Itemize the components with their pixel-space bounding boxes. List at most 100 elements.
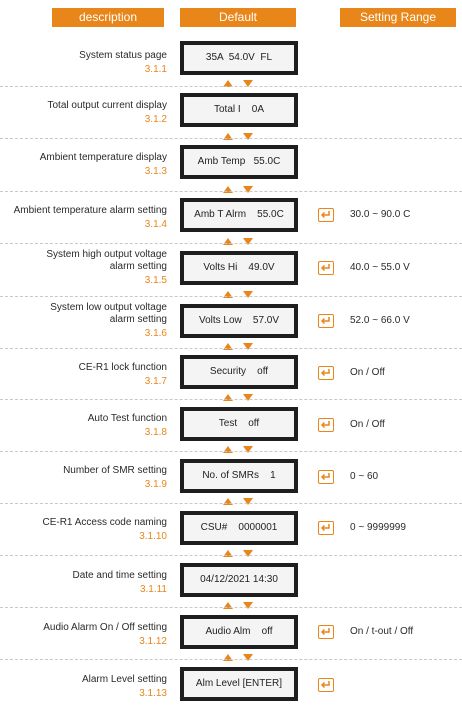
setting-range: 0 ~ 9999999 [350,522,406,533]
row-description: Ambient temperature alarm setting 3.1.4 [0,205,167,231]
row-description: CE-R1 Access code naming 3.1.10 [0,517,167,543]
row-divider [0,86,462,87]
arrow-up-icon[interactable] [223,133,233,140]
description-text: CE-R1 Access code naming [42,517,167,528]
header-setting-range: Setting Range [340,8,456,27]
arrow-up-icon[interactable] [223,550,233,557]
lcd-display: Amb Temp 55.0C [180,145,298,179]
nav-arrows [223,291,255,299]
nav-arrows [223,133,255,141]
arrow-down-icon[interactable] [243,550,253,557]
menu-code: 3.1.13 [139,688,167,699]
lcd-display: Security off [180,355,298,389]
arrow-up-icon[interactable] [223,446,233,453]
menu-code: 3.1.8 [144,427,167,438]
arrow-up-icon[interactable] [223,394,233,401]
menu-code: 3.1.12 [139,636,167,647]
arrow-up-icon[interactable] [223,343,233,350]
lcd-display: No. of SMRs 1 [180,459,298,493]
row-divider [0,503,462,504]
description-text: Number of SMR setting [63,465,167,476]
enter-key-icon[interactable] [318,366,334,380]
lcd-display: Alm Level [ENTER] [180,667,298,701]
arrow-down-icon[interactable] [243,446,253,453]
row-divider [0,659,462,660]
setting-range: 40.0 ~ 55.0 V [350,262,410,273]
nav-arrows [223,498,255,506]
arrow-up-icon[interactable] [223,654,233,661]
enter-key-icon[interactable] [318,418,334,432]
row-divider [0,191,462,192]
row-description: Total output current display 3.1.2 [0,100,167,126]
arrow-down-icon[interactable] [243,186,253,193]
lcd-display: 35A 54.0V FL [180,41,298,75]
description-text: System status page [79,50,167,61]
description-text: System high output voltage [46,249,167,260]
description-text: Alarm Level setting [81,674,167,685]
enter-key-icon[interactable] [318,208,334,222]
description-text: Ambient temperature alarm setting [13,205,167,216]
menu-code: 3.1.6 [144,328,167,339]
row-description: System high output voltage alarm setting… [0,249,167,287]
lcd-display: Volts Hi 49.0V [180,251,298,285]
setting-range: On / t-out / Off [350,626,414,637]
menu-code: 3.1.11 [139,584,167,595]
setting-range: On / Off [350,419,385,430]
arrow-down-icon[interactable] [243,602,253,609]
row-description: Auto Test function 3.1.8 [0,413,167,439]
arrow-down-icon[interactable] [243,343,253,350]
lcd-display: Amb T Alrm 55.0C [180,198,298,232]
row-divider [0,451,462,452]
arrow-down-icon[interactable] [243,394,253,401]
nav-arrows [223,394,255,402]
row-description: Alarm Level setting 3.1.13 [0,674,167,700]
arrow-up-icon[interactable] [223,238,233,245]
row-description: System low output voltage alarm setting … [0,302,167,340]
nav-arrows [223,80,255,88]
menu-code: 3.1.7 [144,376,167,387]
enter-key-icon[interactable] [318,314,334,328]
menu-code: 3.1.9 [144,479,167,490]
row-divider [0,138,462,139]
row-divider [0,607,462,608]
lcd-display: Test off [180,407,298,441]
menu-code: 3.1.5 [144,275,167,286]
arrow-down-icon[interactable] [243,654,253,661]
nav-arrows [223,446,255,454]
arrow-down-icon[interactable] [243,80,253,87]
enter-key-icon[interactable] [318,521,334,535]
lcd-display: CSU# 0000001 [180,511,298,545]
row-description: Audio Alarm On / Off setting 3.1.12 [0,622,167,648]
description-text: Total output current display [47,100,167,111]
enter-key-icon[interactable] [318,261,334,275]
arrow-down-icon[interactable] [243,133,253,140]
arrow-down-icon[interactable] [243,291,253,298]
arrow-up-icon[interactable] [223,291,233,298]
setting-range: On / Off [350,367,385,378]
description-text: CE-R1 lock function [78,362,167,373]
lcd-display: Total I 0A [180,93,298,127]
menu-code: 3.1.1 [144,64,167,75]
arrow-up-icon[interactable] [223,80,233,87]
enter-key-icon[interactable] [318,470,334,484]
row-divider [0,555,462,556]
nav-arrows [223,550,255,558]
enter-key-icon[interactable] [318,678,334,692]
menu-code: 3.1.4 [144,219,167,230]
row-description: Date and time setting 3.1.11 [0,570,168,596]
arrow-down-icon[interactable] [243,238,253,245]
description-text: Audio Alarm On / Off setting [43,622,167,633]
row-description: System status page 3.1.1 [0,50,167,76]
arrow-up-icon[interactable] [223,498,233,505]
description-text-line2: alarm setting [109,261,167,272]
setting-range: 0 ~ 60 [350,471,379,482]
arrow-up-icon[interactable] [223,186,233,193]
header-description: description [52,8,164,27]
enter-key-icon[interactable] [318,625,334,639]
row-description: CE-R1 lock function 3.1.7 [0,362,167,388]
nav-arrows [223,343,255,351]
row-divider [0,296,462,297]
arrow-down-icon[interactable] [243,498,253,505]
arrow-up-icon[interactable] [223,602,233,609]
setting-range: 52.0 ~ 66.0 V [350,315,410,326]
